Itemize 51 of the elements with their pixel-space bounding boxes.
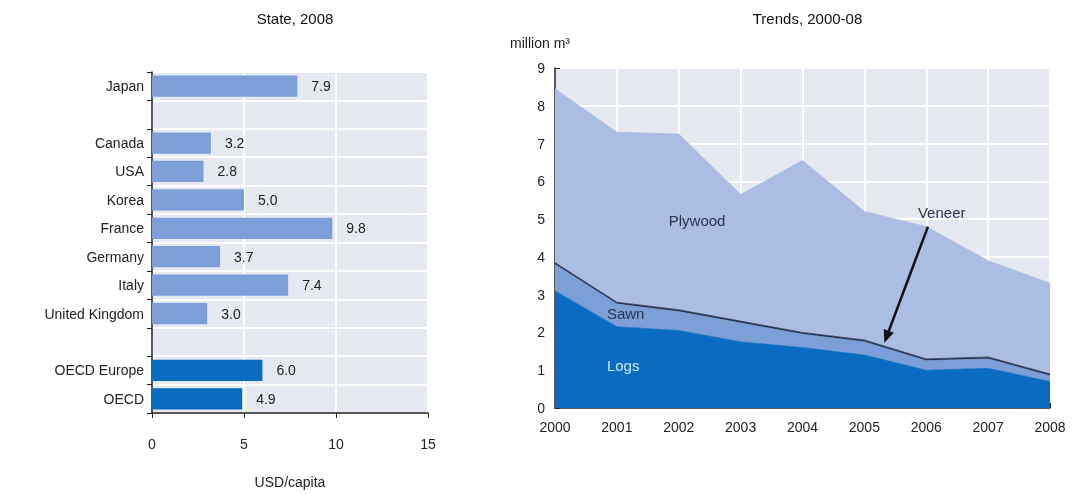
data-label: 7.9: [311, 78, 332, 95]
x-tick-label: 2006: [910, 419, 943, 435]
series-label: Plywood: [668, 211, 726, 229]
x-tick-label: 15: [420, 436, 436, 452]
x-tick-label: 2000: [539, 419, 571, 435]
y-axis-title: million m³: [510, 35, 571, 51]
y-tick-label: 3: [537, 286, 546, 303]
y-tick-label: United Kingdom: [44, 305, 144, 322]
y-tick-label: Italy: [118, 277, 144, 294]
series-label: Sawn: [606, 305, 645, 323]
x-axis-title: USD/capita: [254, 474, 326, 490]
x-tick-label: 2003: [725, 419, 757, 435]
y-tick-label: France: [100, 220, 145, 237]
x-tick-label: 2005: [848, 419, 881, 435]
y-tick-label: 6: [537, 173, 546, 190]
y-tick-label: Germany: [86, 248, 144, 265]
x-tick-label: 2001: [601, 419, 633, 435]
x-tick-label: 2002: [663, 419, 695, 435]
x-tick-label: 0: [148, 436, 157, 452]
y-tick-label: 9: [537, 60, 546, 76]
data-label: 7.4: [302, 277, 322, 294]
data-label: 6.0: [276, 362, 297, 379]
y-tick-label: OECD: [103, 390, 144, 407]
y-tick-label: 1: [537, 362, 546, 379]
x-tick-label: 2007: [972, 419, 1004, 435]
y-tick-label: 0: [537, 400, 546, 416]
x-tick-label: 2004: [786, 419, 819, 435]
data-label: 9.8: [346, 220, 366, 237]
data-label: 5.0: [258, 191, 278, 208]
data-label: 4.9: [256, 390, 276, 407]
text: Veneer: [917, 203, 966, 221]
y-tick-label: Korea: [106, 191, 145, 208]
data-label: 3.2: [224, 135, 245, 152]
data-label: 3.7: [234, 248, 254, 265]
y-tick-label: USA: [115, 163, 145, 180]
data-label: 3.0: [221, 305, 241, 322]
y-tick-label: 7: [537, 135, 546, 152]
x-tick-label: 10: [328, 436, 344, 452]
y-tick-label: OECD Europe: [54, 362, 145, 379]
chart-title: Trends, 2000-08: [752, 10, 863, 27]
x-tick-label: 5: [240, 436, 249, 452]
y-tick-label: 8: [537, 97, 546, 114]
y-tick-label: 4: [537, 248, 546, 265]
y-tick-label: 5: [537, 211, 546, 228]
x-tick-label: 2008: [1034, 419, 1066, 435]
y-tick-label: Canada: [94, 135, 145, 152]
y-tick-label: Japan: [105, 78, 144, 95]
data-label: 2.8: [217, 163, 238, 180]
y-tick-label: 2: [537, 324, 546, 341]
series-label: Logs: [606, 357, 640, 375]
chart-title: State, 2008: [256, 10, 334, 27]
